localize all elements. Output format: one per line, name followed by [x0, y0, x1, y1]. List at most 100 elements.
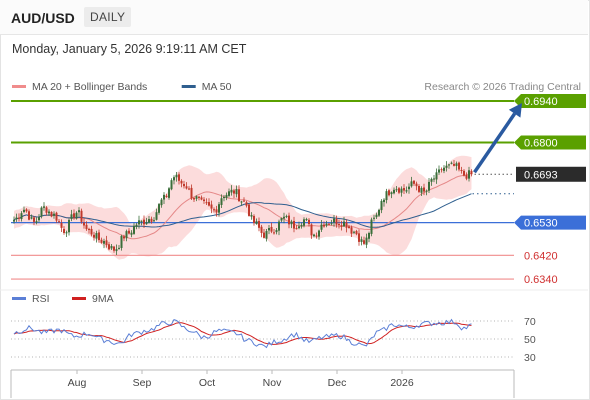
candle — [140, 220, 143, 226]
pivot-tag — [514, 215, 586, 230]
candle — [393, 187, 395, 195]
candle — [328, 222, 330, 226]
candle — [138, 215, 140, 229]
candle — [165, 193, 168, 198]
last-price-box — [516, 166, 586, 182]
candle-body — [315, 235, 318, 237]
candle — [315, 232, 318, 239]
candle — [78, 207, 80, 217]
candle-body — [463, 170, 465, 176]
candle-body — [365, 237, 368, 245]
candle — [63, 226, 65, 235]
candle — [235, 185, 238, 198]
candle-body — [195, 196, 198, 199]
candle — [443, 165, 445, 174]
candle-body — [110, 246, 113, 249]
candle-body — [58, 221, 60, 223]
candle-body — [395, 189, 398, 191]
candle — [103, 238, 105, 249]
candle — [463, 169, 465, 177]
candle-body — [288, 215, 290, 225]
candle-body — [250, 215, 253, 217]
candle — [15, 213, 18, 222]
candle — [253, 214, 255, 226]
candle-body — [413, 180, 415, 184]
candle-body — [340, 225, 343, 227]
candle — [380, 199, 383, 214]
candle — [65, 230, 68, 237]
candle — [290, 219, 293, 229]
candle — [295, 225, 298, 230]
candle — [300, 222, 303, 229]
candle-body — [445, 165, 448, 168]
candle — [325, 220, 328, 228]
legend-swatch-0 — [12, 85, 26, 88]
candle — [385, 188, 388, 204]
candle — [223, 194, 225, 202]
target-label: 0.6800 — [524, 138, 558, 150]
candle-body — [353, 231, 355, 233]
candle — [160, 197, 163, 208]
candle — [265, 229, 268, 242]
candle — [170, 178, 173, 191]
support-label: 0.6420 — [524, 250, 558, 262]
candle — [390, 191, 393, 199]
candle-body — [248, 204, 250, 216]
candle — [200, 195, 203, 201]
price-legend: MA 20 + Bollinger Bands MA 50 — [12, 81, 232, 93]
candle-body — [48, 211, 50, 214]
candle — [85, 221, 88, 231]
candle-body — [118, 247, 120, 249]
candle-body — [320, 224, 323, 230]
time-tick-label: Dec — [328, 377, 347, 389]
candle-body — [350, 227, 353, 234]
candle — [470, 169, 473, 177]
candle — [185, 182, 188, 190]
candle — [453, 160, 455, 167]
candle-body — [75, 212, 78, 219]
candle-body — [73, 213, 75, 218]
candle — [90, 225, 93, 237]
candle — [230, 185, 233, 196]
candle — [375, 212, 378, 219]
level-0.6693: 0.6693 — [474, 166, 586, 182]
candle-body — [105, 240, 108, 246]
candle — [278, 219, 280, 236]
candle — [225, 192, 228, 201]
candle — [400, 186, 403, 197]
candle-body — [83, 222, 85, 226]
candle-body — [200, 197, 203, 200]
candle — [125, 229, 128, 242]
candle — [378, 208, 380, 217]
candle — [275, 228, 278, 235]
candle-body — [300, 224, 303, 227]
candle-body — [68, 219, 70, 233]
candle-body — [393, 189, 395, 194]
candle-body — [100, 239, 103, 243]
candle — [163, 192, 165, 205]
candle-body — [298, 226, 300, 229]
candle-body — [210, 204, 213, 209]
candle — [438, 165, 440, 175]
candle-body — [338, 224, 340, 226]
candle — [28, 209, 30, 221]
timeframe-badge[interactable]: DAILY — [84, 7, 132, 27]
rsi-legend-label-0: RSI — [32, 293, 50, 305]
candle — [40, 206, 43, 219]
candle-body — [208, 202, 210, 206]
time-tick-label: Nov — [263, 377, 282, 389]
candle-body — [423, 187, 425, 192]
candle-body — [375, 214, 378, 218]
candle-body — [95, 233, 98, 239]
candle-body — [220, 198, 223, 205]
candle — [33, 216, 35, 226]
candle — [468, 166, 470, 182]
rsi-legend-swatch-1 — [72, 297, 86, 300]
candle-body — [133, 225, 135, 234]
candle — [368, 231, 370, 242]
candle-body — [265, 230, 268, 239]
candle-body — [130, 232, 133, 235]
candle-body — [140, 220, 143, 222]
candle — [313, 233, 315, 238]
